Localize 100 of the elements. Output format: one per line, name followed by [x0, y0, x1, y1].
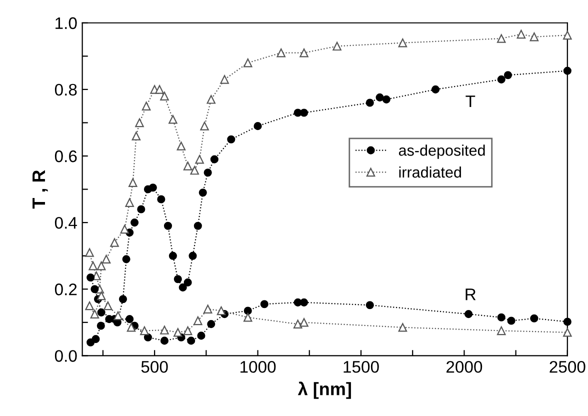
y-tick-label: 1.0	[56, 17, 77, 30]
point	[188, 252, 197, 260]
point	[155, 85, 164, 94]
x-tick-label: 2000	[446, 360, 482, 373]
point	[164, 222, 172, 230]
point	[160, 336, 169, 345]
point	[92, 335, 100, 344]
point	[210, 155, 218, 164]
point	[183, 162, 192, 170]
x-tick-label: 1500	[344, 360, 379, 373]
point	[244, 58, 252, 68]
point	[220, 75, 229, 84]
point	[140, 326, 149, 336]
point	[190, 166, 199, 175]
point	[206, 95, 216, 104]
point	[102, 254, 111, 264]
point	[88, 261, 98, 270]
point	[244, 306, 252, 315]
point	[122, 255, 130, 264]
point	[90, 310, 100, 318]
point	[563, 318, 572, 326]
point	[96, 261, 106, 270]
y-axis-title: T , R	[32, 170, 48, 209]
point	[132, 132, 141, 140]
point	[130, 218, 139, 227]
point	[194, 222, 202, 230]
point	[497, 313, 506, 322]
point	[96, 322, 105, 330]
point	[293, 320, 302, 328]
point	[120, 224, 130, 234]
point	[96, 291, 106, 300]
point	[174, 275, 182, 284]
point	[86, 273, 95, 282]
point	[276, 48, 286, 58]
point	[244, 313, 252, 322]
point	[142, 102, 151, 110]
point	[300, 298, 308, 306]
point	[260, 300, 268, 308]
point	[254, 122, 262, 130]
point	[194, 316, 202, 326]
point	[563, 328, 572, 337]
point	[104, 301, 112, 310]
point	[200, 122, 209, 130]
point	[530, 32, 539, 42]
point	[187, 336, 196, 345]
point	[118, 295, 128, 304]
point	[227, 135, 236, 144]
point	[207, 320, 216, 328]
point	[464, 310, 473, 318]
point	[198, 188, 207, 197]
point	[160, 92, 169, 100]
point	[496, 326, 506, 336]
y-tick-label: 0.8	[54, 84, 77, 96]
point	[85, 248, 94, 257]
point	[516, 30, 526, 39]
y-tick-label: 0.2	[54, 284, 77, 296]
annotation: T	[466, 96, 476, 108]
point	[203, 304, 212, 314]
y-tick-label: 0.6	[54, 150, 77, 162]
point	[168, 115, 178, 124]
point	[195, 154, 204, 164]
point	[332, 42, 342, 51]
point	[110, 238, 119, 247]
y-tick-label: 0.4	[54, 216, 77, 229]
point	[168, 252, 177, 260]
point	[137, 205, 146, 214]
point	[563, 66, 572, 75]
point	[126, 315, 134, 324]
point	[126, 323, 136, 332]
point	[85, 301, 94, 310]
point	[160, 326, 169, 334]
legend-label: as-deposited	[398, 144, 485, 159]
legend-label: irradiated	[399, 166, 461, 178]
point	[204, 168, 212, 177]
point	[382, 95, 390, 104]
point	[300, 48, 308, 58]
annotation: R	[466, 288, 476, 300]
point	[366, 98, 374, 107]
point	[90, 285, 99, 294]
point	[176, 142, 186, 150]
point	[496, 34, 506, 43]
point	[376, 93, 384, 102]
point	[197, 332, 206, 340]
point	[504, 71, 512, 80]
point	[507, 316, 516, 325]
point	[114, 311, 122, 320]
point	[300, 318, 308, 327]
point	[398, 38, 408, 48]
point	[431, 85, 440, 94]
point	[184, 278, 192, 286]
point	[174, 328, 182, 337]
x-tick-label: 2500	[550, 360, 586, 373]
point	[97, 308, 106, 316]
point	[178, 283, 187, 292]
point	[128, 178, 138, 187]
point	[530, 314, 538, 322]
point	[300, 108, 308, 117]
point	[216, 306, 226, 316]
point	[144, 333, 152, 342]
point	[135, 118, 144, 128]
